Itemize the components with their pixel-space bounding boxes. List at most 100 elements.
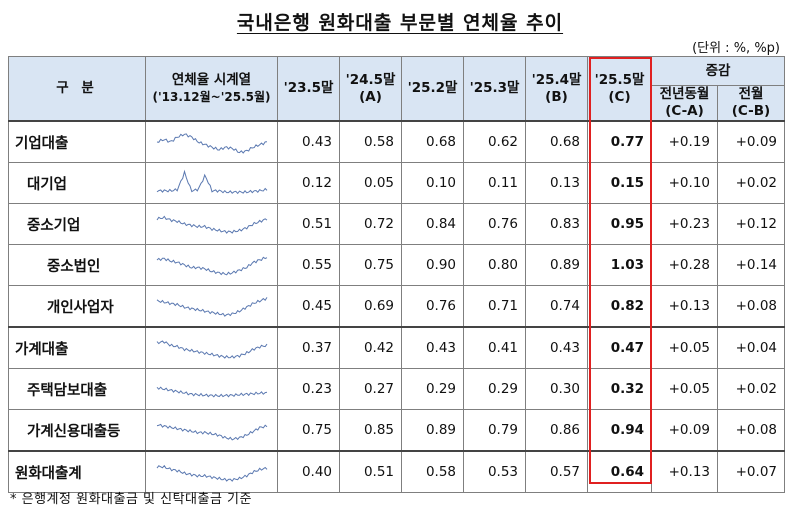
value-cell: 0.69 — [339, 285, 402, 328]
value-cell: 0.37 — [277, 326, 340, 369]
row-label: 가계신용대출등 — [8, 409, 146, 452]
sparkline-cell — [145, 450, 278, 493]
header-period-5: '25.5말 (C) — [587, 56, 652, 122]
change-yoy-cell: +0.13 — [651, 450, 718, 493]
value-cell: 0.68 — [401, 120, 464, 163]
sparkline-path — [156, 169, 267, 195]
change-yoy-cell: +0.05 — [651, 368, 718, 410]
change-mom-cell: +0.02 — [717, 162, 785, 204]
header-change-mom: 전월 (C-B) — [717, 85, 785, 122]
value-cell: 0.43 — [277, 120, 340, 163]
value-cell-current: 0.32 — [587, 368, 652, 410]
value-cell: 0.57 — [525, 450, 588, 493]
header-period-4: '25.4말 (B) — [525, 56, 588, 122]
sparkline-chart — [156, 386, 267, 398]
sparkline-path — [156, 215, 267, 234]
header-series: 연체율 시계열 ('13.12월~'25.5월) — [145, 56, 278, 122]
sparkline-cell — [145, 285, 278, 328]
sparkline-path — [156, 464, 267, 482]
sparkline-path — [156, 386, 267, 398]
table-row: 중소법인 0.55 0.75 0.90 0.80 0.89 1.03 +0.28 +0.14 — [8, 244, 785, 286]
value-cell: 0.43 — [401, 326, 464, 369]
value-cell: 0.05 — [339, 162, 402, 204]
value-cell: 0.84 — [401, 203, 464, 245]
value-cell: 0.13 — [525, 162, 588, 204]
table-row: 중소기업 0.51 0.72 0.84 0.76 0.83 0.95 +0.23 +0.12 — [8, 203, 785, 245]
sparkline-cell — [145, 120, 278, 163]
value-cell: 0.41 — [463, 326, 526, 369]
row-label: 가계대출 — [8, 326, 146, 369]
value-cell: 0.10 — [401, 162, 464, 204]
header-period-3: '25.3말 — [463, 56, 526, 122]
sparkline-cell — [145, 409, 278, 452]
value-cell: 0.58 — [339, 120, 402, 163]
change-yoy-cell: +0.19 — [651, 120, 718, 163]
value-cell: 0.75 — [277, 409, 340, 452]
change-mom-cell: +0.12 — [717, 203, 785, 245]
change-mom-cell: +0.09 — [717, 120, 785, 163]
value-cell: 0.80 — [463, 244, 526, 286]
sparkline-chart — [156, 423, 267, 441]
header-period-0: '23.5말 — [277, 56, 340, 122]
value-cell: 0.53 — [463, 450, 526, 493]
change-yoy-cell: +0.10 — [651, 162, 718, 204]
change-mom-cell: +0.08 — [717, 285, 785, 328]
value-cell: 0.43 — [525, 326, 588, 369]
row-label: 대기업 — [8, 162, 146, 204]
row-label: 주택담보대출 — [8, 368, 146, 410]
sparkline-chart — [156, 215, 267, 234]
value-cell: 0.72 — [339, 203, 402, 245]
sparkline-cell — [145, 203, 278, 245]
change-yoy-cell: +0.13 — [651, 285, 718, 328]
sparkline-path — [156, 297, 267, 317]
page-title: 국내은행 원화대출 부문별 연체율 추이 — [236, 12, 564, 34]
sparkline-path — [156, 256, 267, 276]
value-cell: 0.40 — [277, 450, 340, 493]
value-cell: 0.86 — [525, 409, 588, 452]
sparkline-cell — [145, 162, 278, 204]
value-cell: 0.12 — [277, 162, 340, 204]
value-cell: 0.76 — [401, 285, 464, 328]
change-mom-cell: +0.02 — [717, 368, 785, 410]
table-row: 기업대출 0.43 0.58 0.68 0.62 0.68 0.77 +0.19 +0.09 — [8, 120, 785, 163]
change-yoy-cell: +0.23 — [651, 203, 718, 245]
sparkline-chart — [156, 169, 267, 195]
value-cell: 0.11 — [463, 162, 526, 204]
table-row: 가계신용대출등 0.75 0.85 0.89 0.79 0.86 0.94 +0.09 +0.0… — [8, 409, 785, 452]
sparkline-path — [156, 133, 267, 154]
change-mom-cell: +0.04 — [717, 326, 785, 369]
value-cell-current: 1.03 — [587, 244, 652, 286]
value-cell: 0.55 — [277, 244, 340, 286]
value-cell: 0.62 — [463, 120, 526, 163]
value-cell: 0.85 — [339, 409, 402, 452]
value-cell: 0.74 — [525, 285, 588, 328]
sparkline-chart — [156, 133, 267, 154]
value-cell: 0.51 — [339, 450, 402, 493]
table-row: 주택담보대출 0.23 0.27 0.29 0.29 0.30 0.32 +0.05 +0.02 — [8, 368, 785, 410]
value-cell: 0.76 — [463, 203, 526, 245]
value-cell: 0.71 — [463, 285, 526, 328]
header-change: 증감 — [651, 56, 785, 86]
sparkline-cell — [145, 326, 278, 369]
value-cell: 0.42 — [339, 326, 402, 369]
change-mom-cell: +0.07 — [717, 450, 785, 493]
value-cell: 0.23 — [277, 368, 340, 410]
change-mom-cell: +0.08 — [717, 409, 785, 452]
value-cell: 0.27 — [339, 368, 402, 410]
value-cell-current: 0.77 — [587, 120, 652, 163]
sparkline-cell — [145, 244, 278, 286]
sparkline-path — [156, 423, 267, 441]
value-cell: 0.89 — [525, 244, 588, 286]
unit-label: (단위 : %, %p) — [692, 41, 780, 56]
value-cell: 0.79 — [463, 409, 526, 452]
value-cell-current: 0.94 — [587, 409, 652, 452]
value-cell: 0.83 — [525, 203, 588, 245]
value-cell: 0.45 — [277, 285, 340, 328]
value-cell-current: 0.82 — [587, 285, 652, 328]
value-cell: 0.90 — [401, 244, 464, 286]
sparkline-chart — [156, 340, 267, 359]
header-category: 구 분 — [8, 56, 146, 122]
sparkline-chart — [156, 464, 267, 482]
table-row: 대기업 0.12 0.05 0.10 0.11 0.13 0.15 +0.10 +0.02 — [8, 162, 785, 204]
row-label: 중소기업 — [8, 203, 146, 245]
